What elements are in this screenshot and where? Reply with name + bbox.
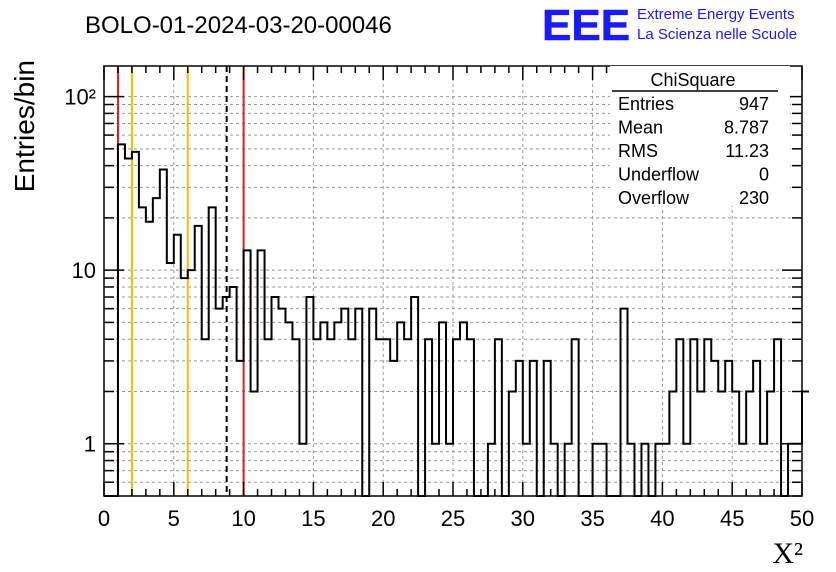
eee-logo: EEE Extreme Energy Events La Scienza nel… — [542, 1, 797, 51]
x-tick-label-7: 35 — [580, 506, 604, 531]
stats-label-underflow: Underflow — [618, 165, 700, 185]
x-tick-label-8: 40 — [650, 506, 674, 531]
logo-line1: Extreme Energy Events — [637, 6, 795, 23]
x-tick-label-10: 50 — [790, 506, 814, 531]
x-tick-label-0: 0 — [98, 506, 110, 531]
stats-value-rms: 11.23 — [725, 141, 769, 161]
chart-title: BOLO-01-2024-03-20-00046 — [85, 12, 392, 39]
y-axis-label: Entries/bin — [9, 60, 40, 192]
x-tick-label-9: 45 — [720, 506, 744, 531]
x-tick-label-3: 15 — [301, 506, 325, 531]
stats-value-overflow: 230 — [739, 188, 769, 208]
x-tick-label-5: 25 — [441, 506, 465, 531]
stats-label-mean: Mean — [618, 118, 663, 138]
stats-value-mean: 8.787 — [724, 118, 769, 138]
stats-box: ChiSquare Entries 947 Mean 8.787 RMS 11.23 Und… — [610, 66, 790, 208]
axis-ticks: 0 5 10 15 20 25 30 35 40 45 50 1 10 10² — [64, 66, 814, 531]
stats-label-rms: RMS — [618, 141, 658, 161]
y-tick-label-2: 10² — [64, 85, 96, 110]
logo-line2: La Scienza nelle Scuole — [637, 26, 797, 43]
x-tick-label-4: 20 — [371, 506, 395, 531]
x-tick-label-1: 5 — [168, 506, 180, 531]
stats-label-overflow: Overflow — [618, 188, 690, 208]
stats-label-entries: Entries — [618, 94, 674, 114]
x-tick-label-6: 30 — [511, 506, 535, 531]
x-axis-label: X² — [772, 537, 803, 570]
x-tick-label-2: 10 — [231, 506, 255, 531]
logo-mark: EEE — [542, 1, 630, 50]
y-tick-label-0: 1 — [84, 432, 96, 457]
stats-title: ChiSquare — [650, 70, 735, 90]
stats-value-entries: 947 — [739, 94, 769, 114]
reference-lines — [116, 66, 245, 496]
stats-value-underflow: 0 — [759, 165, 769, 185]
histogram-line — [104, 143, 809, 497]
y-tick-label-1: 10 — [72, 258, 96, 283]
